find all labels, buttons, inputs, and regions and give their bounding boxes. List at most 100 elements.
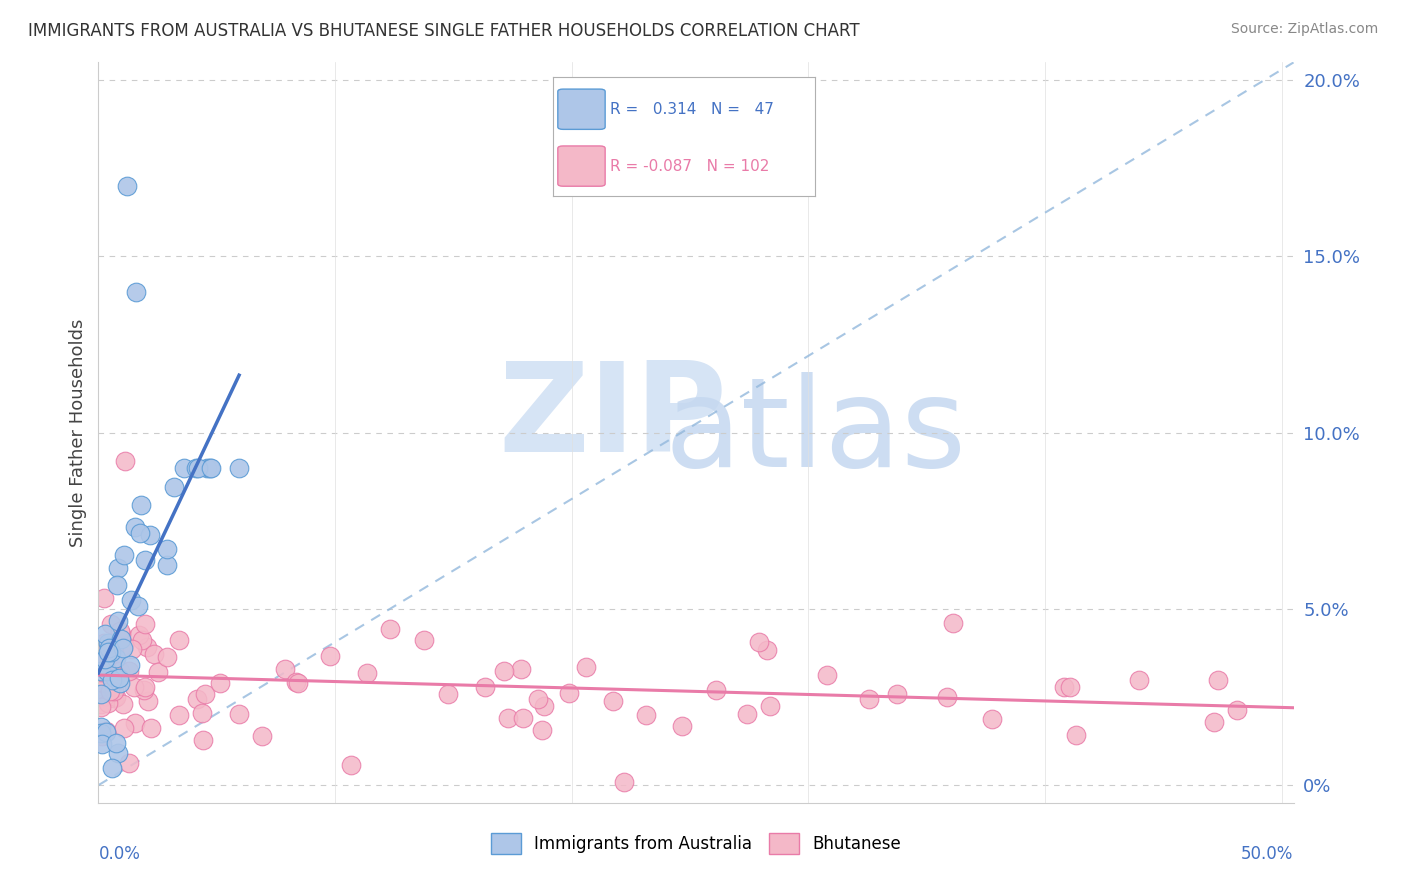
Point xyxy=(1204,715,1226,730)
Point xyxy=(759,698,782,713)
Point xyxy=(124,715,146,730)
Text: 0.0%: 0.0% xyxy=(98,845,141,863)
Point xyxy=(228,461,250,475)
Point xyxy=(90,665,112,679)
Point xyxy=(103,690,125,705)
Point xyxy=(90,674,112,689)
Point xyxy=(273,662,295,676)
Point xyxy=(671,719,693,733)
Point xyxy=(94,661,117,675)
Point xyxy=(93,656,115,670)
Point xyxy=(134,616,156,631)
Point xyxy=(108,671,131,685)
Point xyxy=(186,692,208,706)
Point xyxy=(167,633,190,648)
Point xyxy=(108,624,131,638)
Point xyxy=(167,707,190,722)
Point xyxy=(155,650,177,665)
Point xyxy=(228,707,250,722)
Point xyxy=(90,659,112,673)
Point xyxy=(90,687,112,701)
Point xyxy=(112,639,135,653)
Point xyxy=(1053,680,1076,694)
Point xyxy=(110,632,132,646)
Point xyxy=(118,664,141,678)
Point xyxy=(163,479,186,493)
Point xyxy=(111,640,134,655)
Point xyxy=(108,664,131,678)
Point xyxy=(380,622,402,636)
Point xyxy=(636,707,658,722)
Point xyxy=(942,616,965,631)
Point xyxy=(128,628,150,642)
Point xyxy=(105,578,128,592)
Point xyxy=(100,617,122,632)
Point xyxy=(107,614,129,628)
Point xyxy=(187,461,209,475)
Point xyxy=(287,676,309,690)
Text: ZIP: ZIP xyxy=(498,358,727,478)
Point xyxy=(1128,673,1150,687)
Point xyxy=(886,687,908,701)
Point xyxy=(494,664,516,678)
Point xyxy=(98,641,121,656)
Point xyxy=(173,461,195,475)
Point xyxy=(436,687,458,701)
Point xyxy=(195,461,218,475)
Point xyxy=(94,651,117,665)
Point xyxy=(91,729,114,743)
Point xyxy=(91,647,114,661)
Point xyxy=(815,667,838,681)
Point xyxy=(124,520,146,534)
Point xyxy=(104,671,127,685)
Point xyxy=(90,669,112,683)
Point xyxy=(100,760,122,774)
Point xyxy=(356,665,378,680)
Point xyxy=(340,758,363,772)
Point xyxy=(284,675,307,690)
Point xyxy=(93,676,115,690)
Point xyxy=(132,683,155,698)
Text: 50.0%: 50.0% xyxy=(1241,845,1294,863)
Point xyxy=(755,642,778,657)
Point xyxy=(413,632,436,647)
Point xyxy=(533,698,555,713)
Point xyxy=(980,712,1002,726)
Point xyxy=(124,680,146,694)
Point xyxy=(107,747,129,761)
Point xyxy=(90,665,112,679)
Point xyxy=(496,711,519,725)
Point xyxy=(90,725,112,739)
Point xyxy=(97,645,120,659)
Point xyxy=(141,722,163,736)
Point xyxy=(90,669,112,683)
Point xyxy=(318,649,340,664)
Point xyxy=(90,699,112,714)
Point xyxy=(118,756,141,770)
Point xyxy=(510,662,533,676)
Point xyxy=(93,591,115,605)
Point xyxy=(118,658,141,673)
Point xyxy=(120,592,142,607)
Point xyxy=(93,689,115,703)
Point xyxy=(96,650,118,665)
Point xyxy=(191,706,214,721)
Point xyxy=(111,697,134,711)
Point xyxy=(858,691,880,706)
Point xyxy=(530,723,553,737)
Point xyxy=(935,690,957,705)
Point xyxy=(156,558,179,572)
Point xyxy=(93,635,115,649)
Point xyxy=(136,640,159,654)
Point xyxy=(125,285,148,299)
Point xyxy=(134,553,156,567)
Point xyxy=(107,561,129,575)
Point xyxy=(748,634,770,648)
Y-axis label: Single Father Households: Single Father Households xyxy=(69,318,87,547)
Text: IMMIGRANTS FROM AUSTRALIA VS BHUTANESE SINGLE FATHER HOUSEHOLDS CORRELATION CHAR: IMMIGRANTS FROM AUSTRALIA VS BHUTANESE S… xyxy=(28,22,859,40)
Point xyxy=(704,683,727,698)
Point xyxy=(90,675,112,690)
Point xyxy=(194,687,217,701)
Point xyxy=(184,461,207,475)
Point xyxy=(127,599,149,613)
